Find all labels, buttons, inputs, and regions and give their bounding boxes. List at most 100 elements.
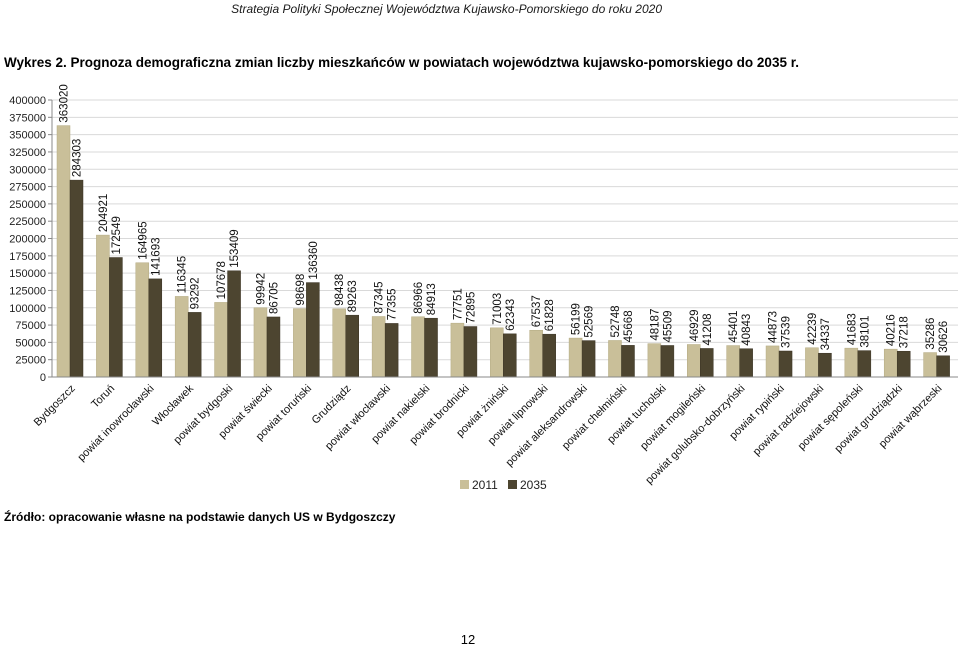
bar-2011	[253, 307, 268, 378]
bar-2011	[765, 345, 780, 378]
bar-2035	[700, 348, 714, 378]
data-label: 172549	[111, 216, 123, 254]
data-label: 67537	[531, 295, 543, 327]
y-tick-label: 25000	[15, 355, 46, 367]
data-label: 141693	[150, 238, 162, 276]
data-label: 98698	[295, 274, 307, 306]
bar-2035	[621, 345, 635, 378]
y-tick-label: 75000	[15, 320, 46, 332]
bar-2011	[174, 296, 189, 378]
bar-2011	[371, 316, 386, 378]
bar-2035	[187, 312, 202, 378]
bar-2035	[69, 179, 84, 378]
bar-2035	[660, 345, 675, 378]
data-label: 48187	[649, 309, 661, 341]
x-tick-label: powiat grudziądzki	[833, 383, 905, 455]
bar-2035	[896, 350, 911, 378]
data-label: 40216	[886, 314, 898, 346]
bar-2035	[109, 257, 123, 378]
bar-2035	[424, 317, 438, 378]
data-label: 164965	[137, 221, 149, 259]
data-label: 77355	[387, 288, 399, 320]
bar-2011	[135, 262, 150, 378]
y-tick-label: 350000	[9, 130, 46, 142]
data-label: 52569	[584, 306, 596, 338]
data-label: 204921	[98, 194, 110, 232]
bar-2011	[56, 125, 71, 378]
bar-chart: 0 25000 50000 75000 100000 125000 150000 175000…	[9, 84, 958, 492]
y-tick-label: 100000	[9, 303, 46, 315]
y-tick-label: 175000	[9, 251, 46, 263]
bar-2011	[923, 352, 937, 378]
bar-2011	[647, 343, 662, 378]
bar-2011	[332, 308, 346, 378]
data-label: 86705	[268, 282, 280, 314]
bar-2011	[529, 329, 543, 378]
bar-2035	[857, 350, 872, 378]
bar-2011	[568, 337, 583, 378]
data-label: 38101	[859, 316, 871, 348]
bar-2035	[306, 282, 320, 378]
y-tick-label: 150000	[9, 268, 46, 280]
y-tick-label: 375000	[9, 112, 46, 124]
data-label: 45401	[728, 311, 740, 343]
bar-2035	[148, 278, 163, 378]
data-label: 52748	[610, 305, 622, 337]
data-label: 87345	[374, 282, 386, 314]
bar-2011	[726, 345, 740, 378]
bar-2011	[883, 348, 898, 378]
data-label: 71003	[492, 293, 504, 325]
bar-2011	[293, 308, 307, 378]
x-tick-label: powiat radziejowski	[751, 383, 826, 458]
y-tick-label: 250000	[9, 199, 46, 211]
y-tick-label: 300000	[9, 164, 46, 176]
bar-2035	[778, 350, 793, 378]
bar-2035	[266, 316, 281, 378]
y-tick-label: 275000	[9, 182, 46, 194]
data-label: 37539	[781, 316, 793, 348]
data-label: 284303	[72, 139, 84, 177]
bar-2011	[96, 234, 110, 378]
data-label: 84913	[426, 283, 438, 315]
data-label: 98438	[334, 274, 346, 306]
data-label: 62343	[505, 299, 517, 331]
data-label: 45509	[662, 311, 674, 343]
bar-2011	[450, 322, 465, 378]
data-label: 153409	[229, 229, 241, 267]
y-tick-label: 200000	[9, 234, 46, 246]
bar-2011	[844, 347, 859, 378]
legend-swatch-2011	[460, 480, 469, 489]
data-label: 40843	[741, 314, 753, 346]
source-note: Źródło: opracowanie własne na podstawie …	[4, 510, 396, 524]
bar-2035	[384, 323, 399, 378]
bar-2011	[490, 327, 504, 378]
bar-2011	[608, 340, 622, 378]
data-label: 89263	[347, 280, 359, 312]
data-label: 107678	[216, 261, 228, 299]
data-label: 72895	[465, 292, 477, 324]
data-label: 41683	[846, 313, 858, 345]
bar-2035	[739, 348, 753, 378]
bar-2035	[463, 326, 478, 378]
bar-2011	[411, 316, 425, 378]
data-label: 37218	[899, 316, 911, 348]
figure-title: Wykres 2. Prognoza demograficzna zmian l…	[4, 55, 799, 70]
data-label: 56199	[571, 303, 583, 335]
data-label: 44873	[768, 311, 780, 343]
data-label: 93292	[190, 277, 202, 309]
bar-2035	[542, 333, 556, 378]
legend: 2011 2035	[460, 478, 547, 492]
running-header: Strategia Polityki Społecznej Województw…	[231, 2, 662, 16]
data-label: 41208	[702, 313, 714, 345]
x-tick-label: Bydgoszcz	[32, 383, 78, 429]
bar-2011	[805, 347, 819, 378]
data-label: 86966	[413, 282, 425, 314]
data-label: 46929	[689, 310, 701, 342]
bar-2035	[227, 270, 241, 378]
legend-swatch-2035	[508, 480, 517, 489]
data-label: 99942	[255, 273, 267, 305]
bar-2035	[503, 333, 517, 378]
bar-2035	[581, 340, 596, 378]
